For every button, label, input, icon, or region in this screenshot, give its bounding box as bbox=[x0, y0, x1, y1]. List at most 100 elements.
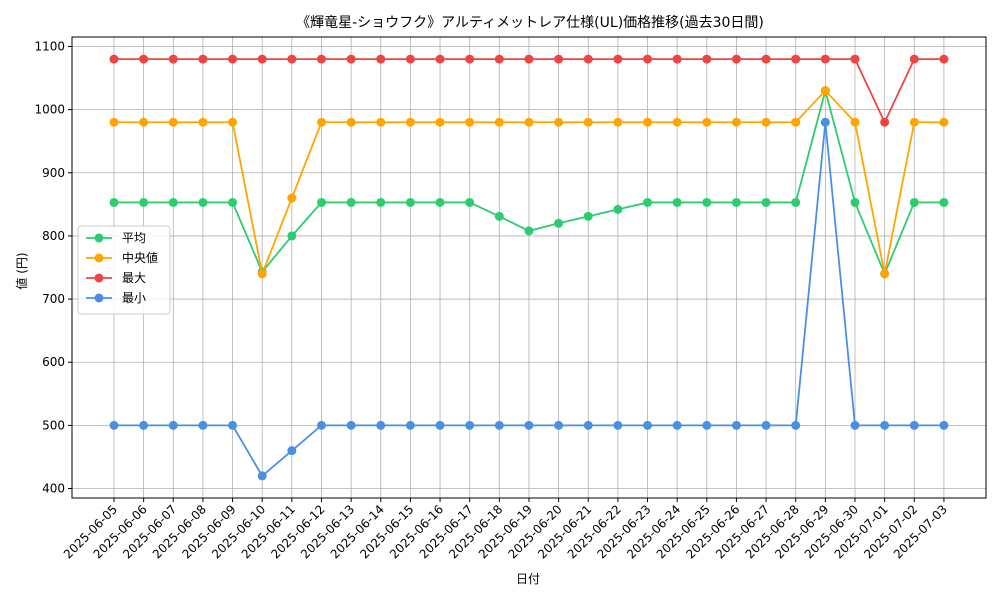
data-point bbox=[761, 197, 771, 207]
data-point bbox=[702, 54, 712, 64]
data-point bbox=[109, 54, 119, 64]
data-point bbox=[554, 117, 564, 127]
data-point bbox=[909, 197, 919, 207]
data-point bbox=[435, 420, 445, 430]
y-tick-label: 900 bbox=[42, 166, 65, 180]
data-point bbox=[109, 117, 119, 127]
series-1 bbox=[109, 86, 949, 279]
data-point bbox=[494, 420, 504, 430]
data-point bbox=[524, 117, 534, 127]
data-point bbox=[257, 471, 267, 481]
data-point bbox=[346, 117, 356, 127]
data-point bbox=[198, 117, 208, 127]
y-tick-label: 800 bbox=[42, 229, 65, 243]
data-point bbox=[494, 54, 504, 64]
data-point bbox=[494, 117, 504, 127]
data-point bbox=[228, 420, 238, 430]
data-point bbox=[702, 197, 712, 207]
data-point bbox=[405, 197, 415, 207]
data-point bbox=[820, 117, 830, 127]
data-point bbox=[850, 420, 860, 430]
data-point bbox=[850, 117, 860, 127]
data-point bbox=[287, 446, 297, 456]
data-point bbox=[613, 117, 623, 127]
data-point bbox=[168, 197, 178, 207]
data-point bbox=[791, 54, 801, 64]
data-point bbox=[316, 420, 326, 430]
data-point bbox=[554, 218, 564, 228]
data-point bbox=[643, 420, 653, 430]
data-point bbox=[435, 117, 445, 127]
data-point bbox=[287, 193, 297, 203]
legend-marker bbox=[94, 293, 104, 303]
data-point bbox=[257, 54, 267, 64]
data-point bbox=[139, 197, 149, 207]
data-point bbox=[168, 54, 178, 64]
data-point bbox=[613, 420, 623, 430]
data-point bbox=[316, 117, 326, 127]
data-point bbox=[376, 117, 386, 127]
data-point bbox=[316, 197, 326, 207]
data-point bbox=[139, 54, 149, 64]
data-point bbox=[405, 117, 415, 127]
chart-title: 《輝竜星-ショウフク》アルティメットレア仕様(UL)価格推移(過去30日間) bbox=[296, 14, 764, 31]
data-point bbox=[761, 54, 771, 64]
legend-item: 中央値 bbox=[86, 250, 158, 265]
data-point bbox=[583, 211, 593, 221]
y-tick-label: 1100 bbox=[34, 39, 65, 53]
data-point bbox=[583, 54, 593, 64]
data-point bbox=[850, 197, 860, 207]
legend-label: 最小 bbox=[122, 291, 146, 305]
data-point bbox=[791, 117, 801, 127]
data-point bbox=[643, 197, 653, 207]
y-axis-label: 値 (円) bbox=[14, 252, 29, 289]
data-point bbox=[287, 231, 297, 241]
data-point bbox=[376, 197, 386, 207]
data-point bbox=[613, 54, 623, 64]
data-point bbox=[524, 420, 534, 430]
data-point bbox=[287, 54, 297, 64]
data-point bbox=[909, 54, 919, 64]
data-point bbox=[376, 420, 386, 430]
data-point bbox=[909, 117, 919, 127]
data-point bbox=[731, 197, 741, 207]
data-point bbox=[880, 269, 890, 279]
data-point bbox=[880, 420, 890, 430]
data-point bbox=[168, 420, 178, 430]
data-point bbox=[316, 54, 326, 64]
legend-marker bbox=[94, 273, 104, 283]
x-axis-label: 日付 bbox=[516, 572, 540, 586]
legend-marker bbox=[94, 253, 104, 263]
data-point bbox=[731, 420, 741, 430]
data-point bbox=[465, 117, 475, 127]
data-point bbox=[672, 197, 682, 207]
data-point bbox=[554, 420, 564, 430]
data-point bbox=[791, 420, 801, 430]
legend-marker bbox=[94, 233, 104, 243]
data-point bbox=[524, 226, 534, 236]
y-tick-label: 500 bbox=[42, 418, 65, 432]
data-point bbox=[435, 54, 445, 64]
legend-item: 最大 bbox=[86, 271, 146, 285]
data-point bbox=[939, 54, 949, 64]
series-lines bbox=[109, 54, 949, 481]
data-point bbox=[228, 197, 238, 207]
series-2 bbox=[109, 54, 949, 127]
data-point bbox=[939, 197, 949, 207]
data-point bbox=[820, 54, 830, 64]
data-point bbox=[554, 54, 564, 64]
y-tick-label: 1000 bbox=[34, 103, 65, 117]
data-point bbox=[109, 197, 119, 207]
x-axis: 2025-06-052025-06-062025-06-072025-06-08… bbox=[61, 498, 950, 561]
data-point bbox=[880, 117, 890, 127]
data-point bbox=[731, 117, 741, 127]
data-point bbox=[583, 117, 593, 127]
data-point bbox=[613, 204, 623, 214]
legend-label: 最大 bbox=[122, 271, 146, 285]
legend-label: 平均 bbox=[122, 231, 146, 245]
data-point bbox=[820, 86, 830, 96]
data-point bbox=[257, 269, 267, 279]
data-point bbox=[583, 420, 593, 430]
data-point bbox=[643, 117, 653, 127]
